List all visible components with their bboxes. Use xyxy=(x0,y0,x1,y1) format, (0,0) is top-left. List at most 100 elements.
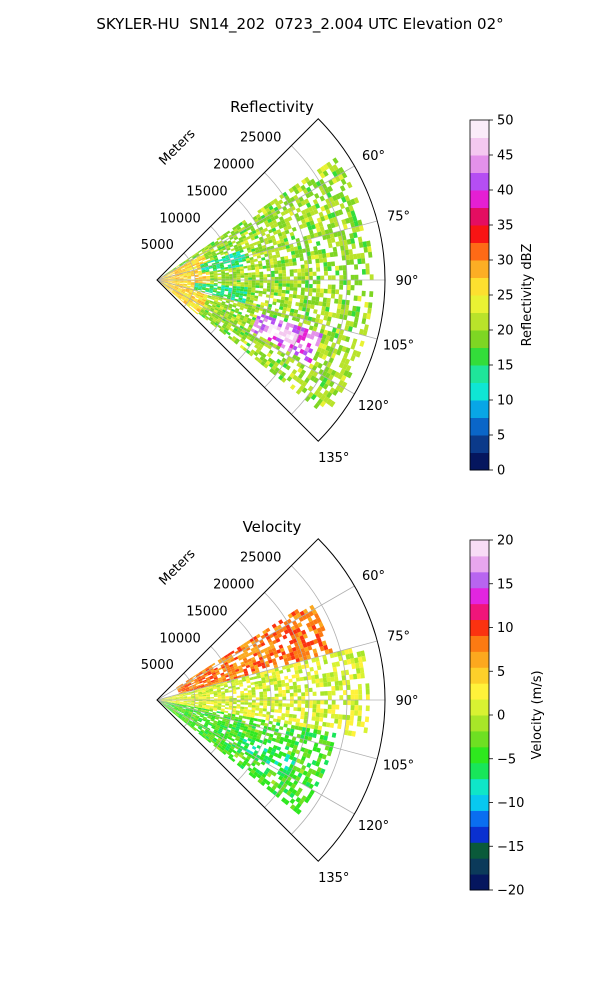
radar-gate xyxy=(227,736,232,740)
radar-gate xyxy=(353,197,360,204)
radar-gate xyxy=(293,246,299,251)
radar-gate xyxy=(200,308,205,313)
radar-gate xyxy=(298,252,304,258)
radar-gate xyxy=(181,268,186,271)
radar-gate xyxy=(350,705,355,711)
radar-gate xyxy=(225,283,230,286)
radar-gate xyxy=(251,274,256,278)
radar-gate xyxy=(238,760,244,765)
radar-gate xyxy=(220,302,226,306)
radar-gate xyxy=(186,272,191,275)
radar-gate xyxy=(198,694,203,696)
radar-gate xyxy=(232,254,238,258)
radar-gate xyxy=(273,222,279,228)
radar-gate xyxy=(331,732,337,738)
radar-gate xyxy=(240,724,245,729)
radar-gate xyxy=(319,394,327,401)
radar-gate xyxy=(274,653,279,659)
radar-gate xyxy=(263,318,269,323)
radar-gate xyxy=(290,308,295,313)
radar-gate xyxy=(197,300,202,304)
radar-gate xyxy=(205,267,210,270)
colorbar-swatch xyxy=(470,730,489,748)
radar-gate xyxy=(302,332,308,338)
radar-gate xyxy=(172,277,176,279)
radar-gate xyxy=(271,771,277,777)
radar-gate xyxy=(247,317,252,322)
radar-gate xyxy=(295,808,302,815)
radar-gate xyxy=(278,775,284,781)
radar-gate xyxy=(292,662,298,668)
radar-gate xyxy=(228,283,233,286)
radar-gate xyxy=(230,230,235,235)
radar-gate xyxy=(341,255,346,261)
radar-gate xyxy=(181,290,186,293)
radar-gate xyxy=(200,712,205,716)
radar-gate xyxy=(221,694,226,697)
radar-gate xyxy=(332,666,338,673)
radar-gate xyxy=(263,237,269,242)
radar-gate xyxy=(225,230,231,235)
radar-gate xyxy=(315,240,321,247)
radar-gate xyxy=(216,711,221,714)
radar-gate xyxy=(300,295,305,300)
sector-outline xyxy=(155,538,386,862)
radar-gate xyxy=(300,200,306,206)
colorbar-tick-label: 50 xyxy=(497,114,514,129)
radar-gate xyxy=(270,705,275,710)
radar-gate xyxy=(260,760,266,766)
radar-gate xyxy=(185,689,190,692)
radar-gate xyxy=(186,273,191,276)
radar-gate xyxy=(216,672,221,676)
radar-gate xyxy=(202,283,207,286)
radar-gate xyxy=(262,338,268,343)
radar-gate xyxy=(164,702,168,705)
radar-gate xyxy=(278,706,283,710)
radar-gate xyxy=(207,296,212,300)
radar-gate xyxy=(217,707,222,711)
radar-gate xyxy=(318,368,324,375)
radar-gate xyxy=(312,746,318,752)
radar-gate xyxy=(193,687,198,690)
radar-gate xyxy=(337,344,344,351)
radar-gate xyxy=(188,291,193,294)
radar-gate xyxy=(282,634,288,640)
radar-gate xyxy=(203,725,208,729)
radar-gate xyxy=(345,653,351,660)
radar-gate xyxy=(260,641,266,647)
radar-gate xyxy=(193,258,198,262)
radar-gate xyxy=(325,722,331,728)
radar-gate xyxy=(202,694,207,697)
radar-gate xyxy=(160,280,165,282)
radar-gate xyxy=(164,282,168,284)
radar-gate xyxy=(187,703,192,705)
radar-gate xyxy=(168,281,173,283)
radar-gate xyxy=(277,683,282,688)
radar-gate xyxy=(223,321,229,326)
radar-gate xyxy=(298,384,305,392)
colorbar-swatch xyxy=(470,842,489,859)
radar-gate xyxy=(266,688,271,692)
radar-gate xyxy=(331,194,338,202)
radar-gate xyxy=(311,224,317,230)
radar-gate xyxy=(322,234,327,241)
radar-gate xyxy=(232,275,237,279)
radar-gate xyxy=(289,231,295,237)
radar-gate xyxy=(232,691,237,695)
radar-gate xyxy=(284,734,290,739)
radar-gate xyxy=(335,241,341,247)
radar-gate xyxy=(343,729,349,736)
radar-gate xyxy=(224,724,229,728)
radar-gate xyxy=(263,363,269,369)
radar-gate xyxy=(197,689,202,692)
radar-gate xyxy=(236,723,241,728)
radar-gate xyxy=(321,306,326,312)
radar-gate xyxy=(254,235,259,240)
radar-gate xyxy=(172,710,177,713)
radar-gate xyxy=(243,670,249,675)
radar-gate xyxy=(232,273,237,277)
radar-gate xyxy=(163,703,168,705)
radar-gate xyxy=(278,726,284,731)
radar-gate xyxy=(230,317,235,322)
radar-gate xyxy=(255,341,261,347)
